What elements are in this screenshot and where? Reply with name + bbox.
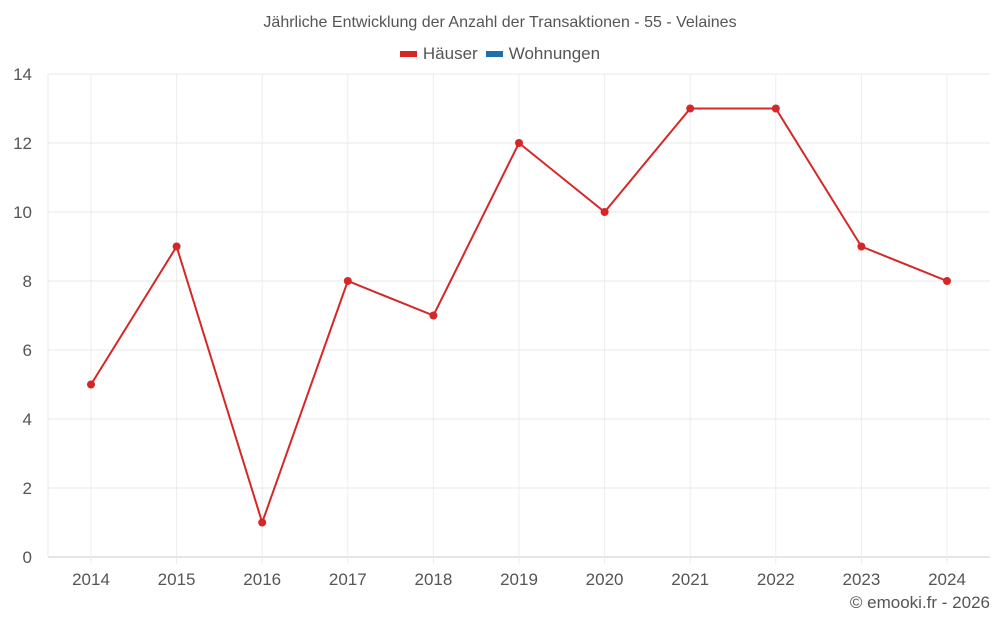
legend-item-haeuser[interactable]: Häuser — [399, 44, 478, 64]
data-point[interactable] — [943, 277, 951, 285]
legend-label: Wohnungen — [508, 44, 601, 63]
x-tick-label: 2016 — [243, 570, 281, 589]
x-tick-label: 2020 — [586, 570, 624, 589]
y-tick-label: 4 — [23, 410, 32, 429]
legend-swatch-icon — [485, 51, 503, 57]
legend-label: Häuser — [422, 44, 478, 63]
x-tick-label: 2017 — [329, 570, 367, 589]
legend-swatch-icon — [399, 51, 417, 57]
data-point[interactable] — [429, 311, 438, 320]
x-tick-label: 2024 — [928, 570, 966, 589]
legend-item-wohnungen[interactable]: Wohnungen — [485, 44, 601, 64]
data-point[interactable] — [258, 518, 267, 527]
y-tick-label: 2 — [23, 479, 32, 498]
data-point[interactable] — [600, 208, 609, 216]
data-point[interactable] — [87, 380, 95, 389]
x-tick-label: 2018 — [414, 570, 452, 589]
credit-text: © emooki.fr - 2026 — [849, 593, 990, 612]
x-tick-label: 2019 — [500, 570, 538, 589]
chart-title: Jährliche Entwicklung der Anzahl der Tra… — [263, 14, 737, 31]
data-point[interactable] — [343, 277, 352, 285]
y-tick-label: 10 — [13, 203, 32, 222]
x-tick-label: 2021 — [671, 570, 709, 589]
y-tick-label: 6 — [23, 341, 32, 360]
x-tick-label: 2023 — [842, 570, 880, 589]
x-tick-label: 2014 — [72, 570, 110, 589]
data-point[interactable] — [686, 104, 695, 113]
y-tick-label: 0 — [23, 548, 32, 567]
y-tick-label: 8 — [23, 272, 32, 291]
legend: Häuser Wohnungen — [0, 44, 1000, 64]
data-point[interactable] — [857, 242, 866, 251]
y-tick-label: 14 — [13, 65, 32, 84]
y-tick-label: 12 — [13, 134, 32, 153]
data-point[interactable] — [515, 139, 523, 147]
data-point[interactable] — [172, 242, 181, 251]
x-tick-label: 2022 — [757, 570, 795, 589]
x-tick-label: 2015 — [158, 570, 196, 589]
data-point[interactable] — [771, 104, 780, 113]
